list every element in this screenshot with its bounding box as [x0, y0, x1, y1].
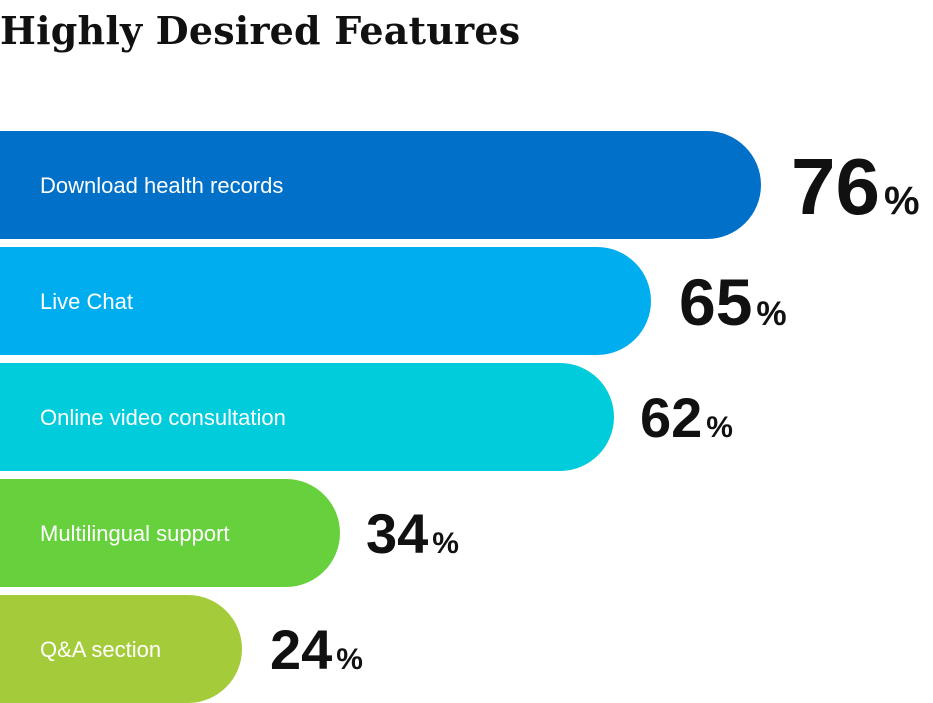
bar-category-label: Live Chat	[40, 289, 133, 314]
value-number: 62	[640, 386, 702, 449]
value-percent-sign: %	[336, 643, 363, 676]
bar-category-label: Multilingual support	[40, 521, 230, 546]
value-number: 24	[270, 618, 332, 681]
bar-value-label: 24%	[270, 618, 363, 681]
value-percent-sign: %	[432, 527, 459, 560]
bar	[0, 479, 340, 587]
value-percent-sign: %	[884, 179, 920, 223]
bar-group: Download health records 76%	[0, 131, 920, 239]
bar-value-label: 76%	[791, 142, 920, 231]
bar-value-label: 34%	[366, 502, 459, 565]
bar	[0, 247, 651, 355]
bar-group: Online video consultation 62%	[0, 363, 733, 471]
bar-group: Q&A section 24%	[0, 595, 363, 703]
bar	[0, 131, 761, 239]
bar	[0, 595, 242, 703]
bar-value-label: 62%	[640, 386, 733, 449]
bar-group: Live Chat 65%	[0, 247, 787, 355]
bar	[0, 363, 614, 471]
value-number: 65	[679, 265, 752, 339]
value-number: 34	[366, 502, 428, 565]
bar-group: Multilingual support 34%	[0, 479, 459, 587]
value-percent-sign: %	[756, 295, 786, 333]
bar-category-label: Q&A section	[40, 637, 161, 662]
value-number: 76	[791, 142, 880, 231]
bar-category-label: Online video consultation	[40, 405, 286, 430]
chart-title: Highly Desired Features	[0, 8, 521, 53]
bar-value-label: 65%	[679, 265, 787, 339]
value-percent-sign: %	[706, 411, 733, 444]
bar-category-label: Download health records	[40, 173, 283, 198]
